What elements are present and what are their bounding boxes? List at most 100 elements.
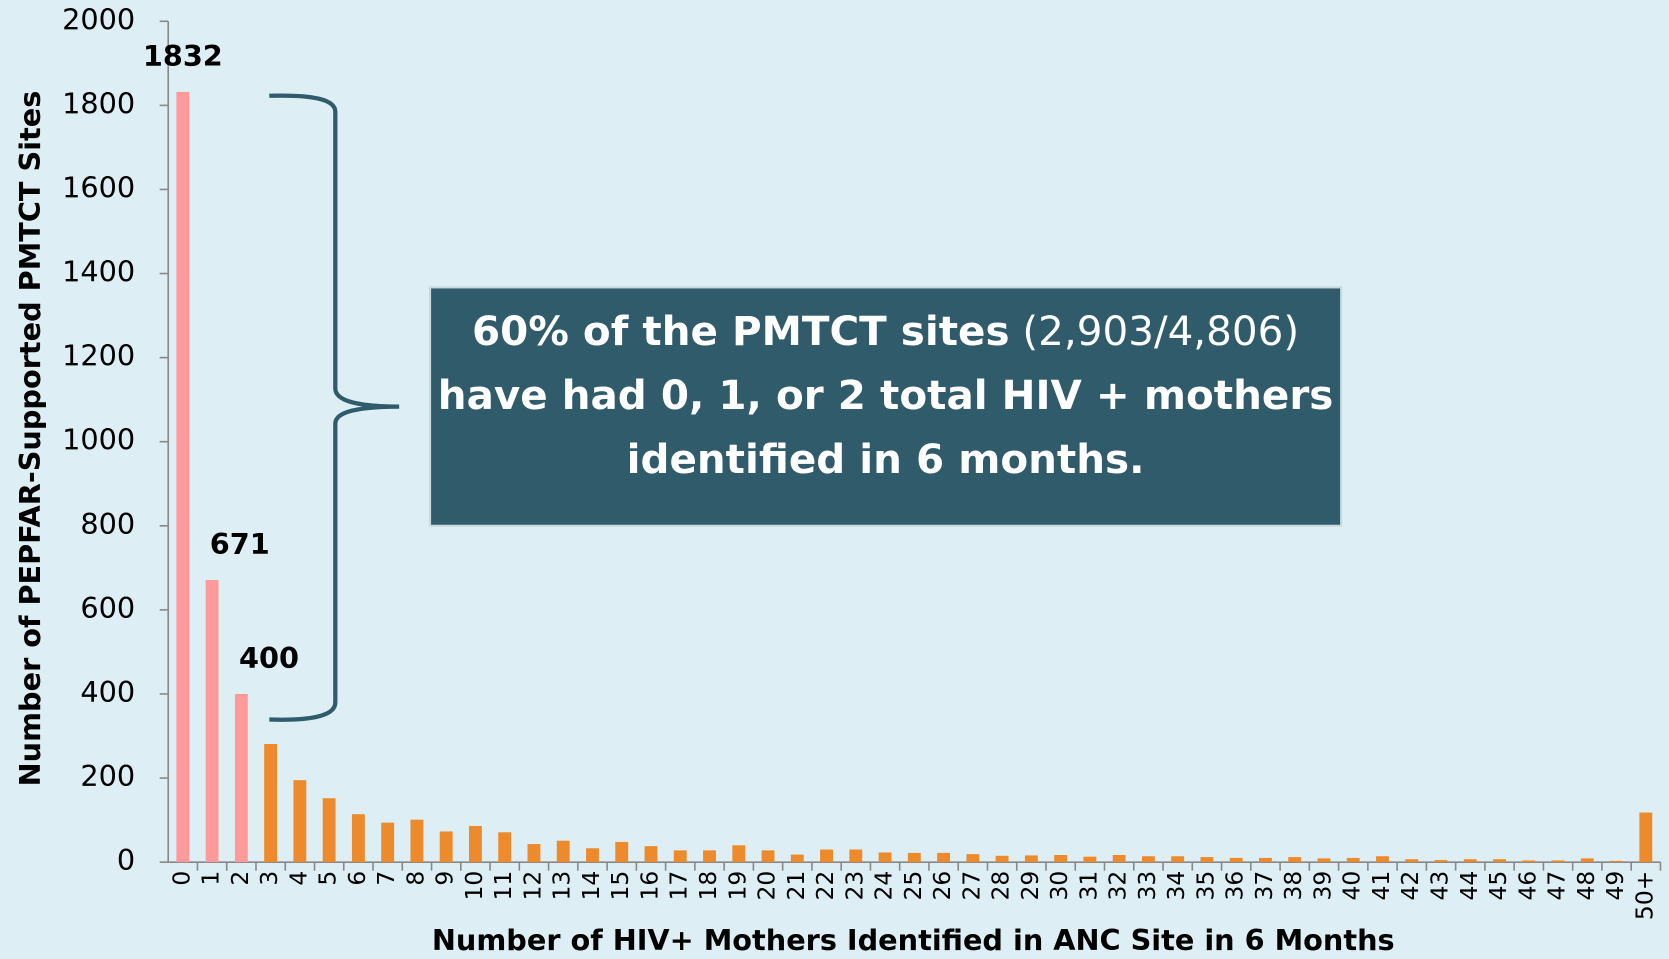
bar — [615, 841, 629, 863]
bar — [322, 798, 336, 863]
bar — [527, 844, 541, 863]
x-tick-label: 26 — [928, 871, 956, 901]
bar — [293, 780, 307, 863]
bar — [556, 840, 570, 863]
x-tick-label: 27 — [957, 871, 985, 901]
y-tick-label: 1200 — [62, 339, 135, 373]
annotation-text: have had 0, 1, or 2 total HIV + mothers — [438, 371, 1334, 419]
x-tick-label: 28 — [987, 871, 1015, 901]
x-tick-label: 20 — [753, 871, 781, 901]
annotation-line: 60% of the PMTCT sites (2,903/4,806) — [472, 307, 1299, 355]
x-tick-label: 7 — [372, 871, 400, 886]
bar — [586, 848, 599, 863]
data-label: 1832 — [143, 39, 223, 73]
y-tick-label: 2000 — [62, 2, 135, 36]
bar — [937, 852, 951, 863]
bar — [878, 852, 892, 863]
y-tick-label: 0 — [117, 843, 135, 877]
x-tick-label: 23 — [840, 871, 868, 901]
x-tick-label: 18 — [694, 871, 722, 901]
x-tick-label: 30 — [1045, 871, 1073, 901]
x-tick-label: 5 — [314, 871, 342, 886]
y-axis-label: Number of PEPFAR-Supported PMTCT Sites — [13, 91, 47, 787]
x-tick-label: 43 — [1426, 871, 1454, 901]
bar — [790, 854, 804, 863]
x-tick-label: 13 — [548, 871, 576, 901]
brace — [269, 93, 400, 722]
bar — [1112, 854, 1126, 863]
bar — [1610, 860, 1624, 863]
x-tick-label: 19 — [723, 871, 751, 901]
bar — [820, 849, 833, 863]
bar — [966, 854, 980, 863]
x-tick-label: 50+ — [1630, 871, 1658, 920]
bar — [1346, 857, 1360, 863]
bar — [1024, 855, 1038, 863]
bar — [176, 91, 190, 863]
x-tick-label: 12 — [518, 871, 546, 901]
y-tick-label: 1000 — [62, 423, 135, 457]
x-tick-label: 11 — [489, 871, 517, 901]
x-axis-label: Number of HIV+ Mothers Identified in ANC… — [432, 923, 1395, 957]
data-label: 671 — [210, 527, 270, 561]
bar — [1522, 860, 1536, 863]
x-tick-label: 39 — [1308, 871, 1336, 901]
bar — [995, 855, 1009, 863]
y-tick-label: 800 — [80, 507, 135, 541]
x-tick-label: 15 — [606, 871, 634, 901]
bar — [849, 849, 863, 863]
x-tick-label: 33 — [1133, 871, 1161, 901]
x-tick-label: 35 — [1191, 871, 1219, 901]
bar — [644, 846, 658, 863]
x-tick-label: 6 — [343, 871, 371, 886]
bar — [205, 580, 219, 863]
x-tick-label: 8 — [401, 871, 429, 886]
bar — [1317, 858, 1331, 863]
bar — [1405, 859, 1419, 863]
bar — [234, 693, 248, 863]
bar — [1229, 857, 1243, 863]
x-tick-label: 42 — [1396, 871, 1424, 901]
annotation-line: identified in 6 months. — [627, 435, 1145, 483]
annotation-text: identified in 6 months. — [627, 435, 1145, 483]
bar — [468, 825, 482, 863]
x-tick-label: 48 — [1572, 871, 1600, 901]
bar — [264, 744, 278, 863]
x-tick-label: 16 — [635, 871, 663, 901]
bar — [1463, 859, 1477, 863]
x-tick-label: 4 — [284, 871, 312, 886]
x-tick-label: 34 — [1162, 871, 1190, 901]
y-tick-label: 1600 — [62, 170, 135, 204]
x-tick-label: 31 — [1074, 871, 1102, 901]
x-tick-label: 38 — [1279, 871, 1307, 901]
x-tick-label: 24 — [870, 871, 898, 901]
x-tick-label: 49 — [1601, 871, 1629, 901]
y-tick-label: 1400 — [62, 255, 135, 289]
bar — [381, 822, 395, 863]
x-tick-label: 17 — [665, 871, 693, 901]
y-tick-label: 200 — [80, 759, 135, 793]
bar — [1054, 854, 1068, 863]
x-tick-label: 10 — [460, 871, 488, 901]
bar — [1288, 857, 1302, 863]
bar — [1493, 859, 1506, 863]
bar — [703, 850, 716, 863]
y-tick-label: 400 — [80, 675, 135, 709]
bar — [732, 845, 746, 863]
bar — [1083, 856, 1097, 863]
x-tick-label: 3 — [255, 871, 283, 886]
y-tick-label: 1800 — [62, 86, 135, 120]
bar — [673, 850, 687, 863]
x-tick-label: 45 — [1484, 871, 1512, 901]
bar — [1141, 856, 1155, 863]
bar — [439, 831, 453, 863]
annotation-text: 60% of the PMTCT sites — [472, 307, 1010, 355]
x-tick-label: 41 — [1367, 871, 1395, 901]
data-label: 400 — [239, 641, 299, 675]
x-tick-label: 21 — [782, 871, 810, 901]
x-tick-label: 14 — [577, 871, 605, 901]
annotation-text: (2,903/4,806) — [1010, 307, 1300, 355]
bar — [761, 850, 775, 863]
bar — [1551, 860, 1565, 863]
x-tick-label: 40 — [1338, 871, 1366, 901]
